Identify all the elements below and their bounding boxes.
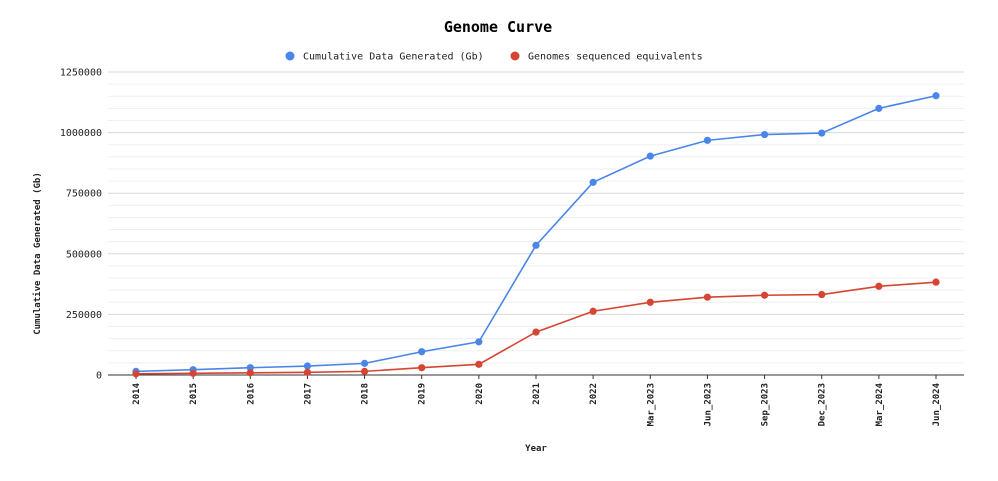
data-point-series-0[interactable] <box>418 348 426 356</box>
y-tick-label: 500000 <box>66 249 102 260</box>
data-point-series-0[interactable] <box>818 129 826 137</box>
data-point-series-1[interactable] <box>475 360 483 368</box>
data-point-series-0[interactable] <box>303 362 312 370</box>
legend: Cumulative Data Generated (Gb) Genomes s… <box>285 51 703 63</box>
legend-label-series-1: Genomes sequenced equivalents <box>528 52 703 63</box>
data-point-series-1[interactable] <box>818 290 826 299</box>
data-point-series-1[interactable] <box>360 367 369 375</box>
x-tick-label: 2018 <box>361 383 371 405</box>
x-tick-label: Dec_2023 <box>818 383 828 426</box>
legend-item-series-1[interactable]: Genomes sequenced equivalents <box>510 51 703 63</box>
data-point-series-0[interactable] <box>360 359 369 367</box>
data-point-series-0[interactable] <box>246 364 254 372</box>
x-tick-label: Mar_2024 <box>875 382 885 426</box>
y-tick-label: 1000000 <box>60 128 102 139</box>
y-axis-label: Cumulative Data Generated (Gb) <box>32 172 43 335</box>
x-tick-label: 2016 <box>246 383 256 405</box>
y-tick-label: 250000 <box>66 310 102 321</box>
y-tick-label: 1250000 <box>60 68 102 79</box>
data-point-series-1[interactable] <box>132 370 140 378</box>
data-point-series-0[interactable] <box>703 136 712 144</box>
data-point-series-1[interactable] <box>246 369 254 377</box>
x-tick-label: 2015 <box>189 383 199 405</box>
chart-title: Genome Curve <box>444 18 552 36</box>
legend-marker-series-1 <box>510 51 520 61</box>
data-point-series-1[interactable] <box>703 293 712 301</box>
x-tick-label: Jun_2024 <box>932 382 942 426</box>
data-point-series-0[interactable] <box>875 104 883 112</box>
data-point-series-0[interactable] <box>760 130 769 139</box>
data-point-series-1[interactable] <box>532 328 540 336</box>
data-point-series-1[interactable] <box>189 369 197 377</box>
data-point-series-0[interactable] <box>532 241 540 249</box>
y-tick-label: 0 <box>96 371 102 382</box>
gridlines <box>108 71 964 364</box>
data-point-series-1[interactable] <box>932 278 940 286</box>
data-point-series-0[interactable] <box>589 178 597 186</box>
y-tick-label: 750000 <box>66 189 102 200</box>
x-axis-label: Year <box>525 444 547 454</box>
x-tick-label: 2014 <box>132 382 142 404</box>
data-point-series-1[interactable] <box>760 291 769 299</box>
x-tick-label: Jun_2023 <box>703 383 713 426</box>
series-layer <box>132 92 940 378</box>
x-axis-ticks: 2014 2015 2016 2017 2018 2019 2020 2021 2022 Mar_… <box>132 375 942 426</box>
y-axis-ticks: 0 250000 500000 750000 1000000 1250000 <box>60 68 102 382</box>
data-point-series-0[interactable] <box>646 152 654 160</box>
legend-item-series-0[interactable]: Cumulative Data Generated (Gb) <box>285 51 484 63</box>
data-point-series-0[interactable] <box>475 338 483 346</box>
x-tick-label: 2022 <box>589 383 599 405</box>
data-point-series-1[interactable] <box>418 364 426 372</box>
legend-marker-series-0 <box>285 51 295 61</box>
x-tick-label: 2021 <box>532 383 542 405</box>
data-point-series-1[interactable] <box>646 298 654 306</box>
data-point-series-1[interactable] <box>875 282 883 290</box>
x-tick-label: 2017 <box>303 383 313 405</box>
data-point-series-1[interactable] <box>589 307 597 315</box>
data-point-series-0[interactable] <box>932 92 940 100</box>
x-tick-label: 2020 <box>475 383 485 405</box>
series-line-1 <box>135 281 937 375</box>
legend-label-series-0: Cumulative Data Generated (Gb) <box>303 52 484 63</box>
data-point-series-1[interactable] <box>303 368 312 376</box>
x-tick-label: 2019 <box>418 383 428 405</box>
x-tick-label: Mar_2023 <box>646 383 656 426</box>
x-tick-label: Sep_2023 <box>761 383 771 426</box>
